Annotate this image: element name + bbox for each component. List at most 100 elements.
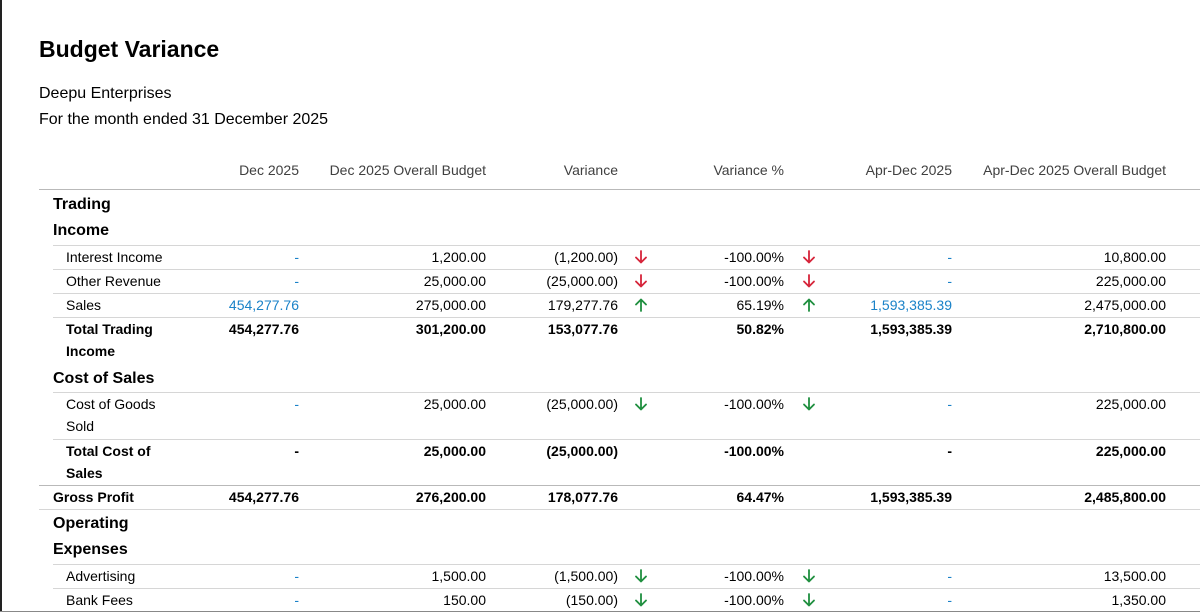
ytd-budget-value: 13,500.00 [1103, 568, 1166, 584]
dec-value-link[interactable]: - [294, 396, 299, 412]
variance-pct-value: -100.00% [724, 443, 784, 459]
col-variance: Variance [563, 162, 618, 178]
row-label: Total Cost of [66, 443, 151, 459]
arrow-down-green-icon [634, 569, 648, 583]
ytd-value-link[interactable]: 1,593,385.39 [870, 297, 952, 313]
variance-value: (1,200.00) [554, 249, 618, 265]
header-divider [39, 189, 1200, 190]
organization-name: Deepu Enterprises [39, 85, 172, 102]
dec-value-link[interactable]: - [294, 249, 299, 265]
window-left-edge [0, 0, 2, 612]
dec-value-link[interactable]: - [294, 273, 299, 289]
arrow-up-green-icon [634, 298, 648, 312]
ytd-value-link[interactable]: - [947, 568, 952, 584]
col-variance-pct: Variance % [713, 162, 784, 178]
report-title: Budget Variance [39, 36, 220, 62]
variance-pct-value: -100.00% [724, 592, 784, 608]
arrow-down-red-icon [634, 250, 648, 264]
ytd-budget-value: 10,800.00 [1103, 249, 1166, 265]
row-divider [53, 588, 1200, 589]
row-label: Total Trading [66, 321, 153, 337]
report-period: For the month ended 31 December 2025 [39, 111, 329, 128]
row-divider [53, 317, 1200, 318]
dec-value: 454,277.76 [228, 489, 299, 505]
row-label: Sales [66, 297, 102, 313]
ytd-value: 1,593,385.39 [870, 321, 952, 337]
variance-pct-value: -100.00% [724, 396, 784, 412]
ytd-budget-value: 225,000.00 [1095, 396, 1166, 412]
row-divider [39, 509, 1200, 510]
row-label: Gross Profit [53, 489, 134, 505]
variance-value: (25,000.00) [546, 396, 618, 412]
variance-pct-value: -100.00% [724, 273, 784, 289]
col-dec-2025: Dec 2025 [239, 162, 299, 178]
ytd-value-link[interactable]: - [947, 249, 952, 265]
col-apr-dec-2025: Apr-Dec 2025 [865, 162, 952, 178]
variance-pct-value: 64.47% [736, 489, 784, 505]
variance-pct-value: -100.00% [724, 249, 784, 265]
arrow-down-red-icon [802, 274, 816, 288]
ytd-budget-value: 2,710,800.00 [1084, 321, 1166, 337]
row-divider [53, 564, 1200, 565]
ytd-budget-value: 225,000.00 [1095, 273, 1166, 289]
row-label-continued: Sold [66, 418, 95, 434]
variance-value: 153,077.76 [547, 321, 618, 337]
budget-value: 150.00 [443, 592, 486, 608]
dec-value-link[interactable]: - [294, 592, 299, 608]
ytd-budget-value: 2,475,000.00 [1084, 297, 1166, 313]
col-dec-budget: Dec 2025 Overall Budget [329, 162, 486, 178]
row-divider [53, 269, 1200, 270]
variance-pct-value: 65.19% [736, 297, 784, 313]
ytd-budget-value: 225,000.00 [1095, 443, 1166, 459]
arrow-down-red-icon [634, 274, 648, 288]
arrow-up-green-icon [802, 298, 816, 312]
ytd-value-link[interactable]: - [947, 592, 952, 608]
row-divider [53, 293, 1200, 294]
ytd-value-link[interactable]: - [947, 273, 952, 289]
budget-value: 301,200.00 [415, 321, 486, 337]
dec-value-link[interactable]: 454,277.76 [228, 297, 299, 313]
col-apr-dec-budget: Apr-Dec 2025 Overall Budget [983, 162, 1166, 178]
budget-value: 25,000.00 [423, 396, 486, 412]
budget-value: 25,000.00 [423, 273, 486, 289]
ytd-budget-value: 2,485,800.00 [1084, 489, 1166, 505]
arrow-down-green-icon [634, 593, 648, 607]
dec-value: 454,277.76 [228, 321, 299, 337]
arrow-down-green-icon [634, 397, 648, 411]
ytd-value: 1,593,385.39 [870, 489, 952, 505]
row-label: Other Revenue [66, 273, 161, 289]
budget-value: 275,000.00 [415, 297, 486, 313]
ytd-budget-value: 1,350.00 [1111, 592, 1167, 608]
variance-value: 179,277.76 [547, 297, 618, 313]
row-label: Bank Fees [66, 592, 133, 608]
budget-value: 25,000.00 [423, 443, 486, 459]
arrow-down-green-icon [802, 593, 816, 607]
ytd-value-link[interactable]: - [947, 396, 952, 412]
variance-value: 178,077.76 [547, 489, 618, 505]
variance-value: (25,000.00) [546, 443, 618, 459]
budget-value: 276,200.00 [415, 489, 486, 505]
dec-value: - [294, 443, 299, 459]
row-label-continued: Sales [66, 465, 103, 481]
arrow-down-green-icon [802, 569, 816, 583]
arrow-down-red-icon [802, 250, 816, 264]
row-divider [53, 392, 1200, 393]
row-divider [53, 439, 1200, 440]
variance-value: (25,000.00) [546, 273, 618, 289]
total-divider [39, 485, 1200, 486]
row-label-continued: Income [66, 343, 116, 359]
variance-pct-value: 50.82% [736, 321, 784, 337]
row-divider [53, 245, 1200, 246]
row-label: Cost of Goods [66, 396, 156, 412]
variance-pct-value: -100.00% [724, 568, 784, 584]
variance-value: (150.00) [565, 592, 618, 608]
budget-value: 1,500.00 [431, 568, 487, 584]
budget-value: 1,200.00 [431, 249, 487, 265]
dec-value-link[interactable]: - [294, 568, 299, 584]
variance-value: (1,500.00) [554, 568, 618, 584]
row-label: Advertising [66, 568, 136, 584]
ytd-value: - [947, 443, 952, 459]
arrow-down-green-icon [802, 397, 816, 411]
row-label: Interest Income [66, 249, 163, 265]
